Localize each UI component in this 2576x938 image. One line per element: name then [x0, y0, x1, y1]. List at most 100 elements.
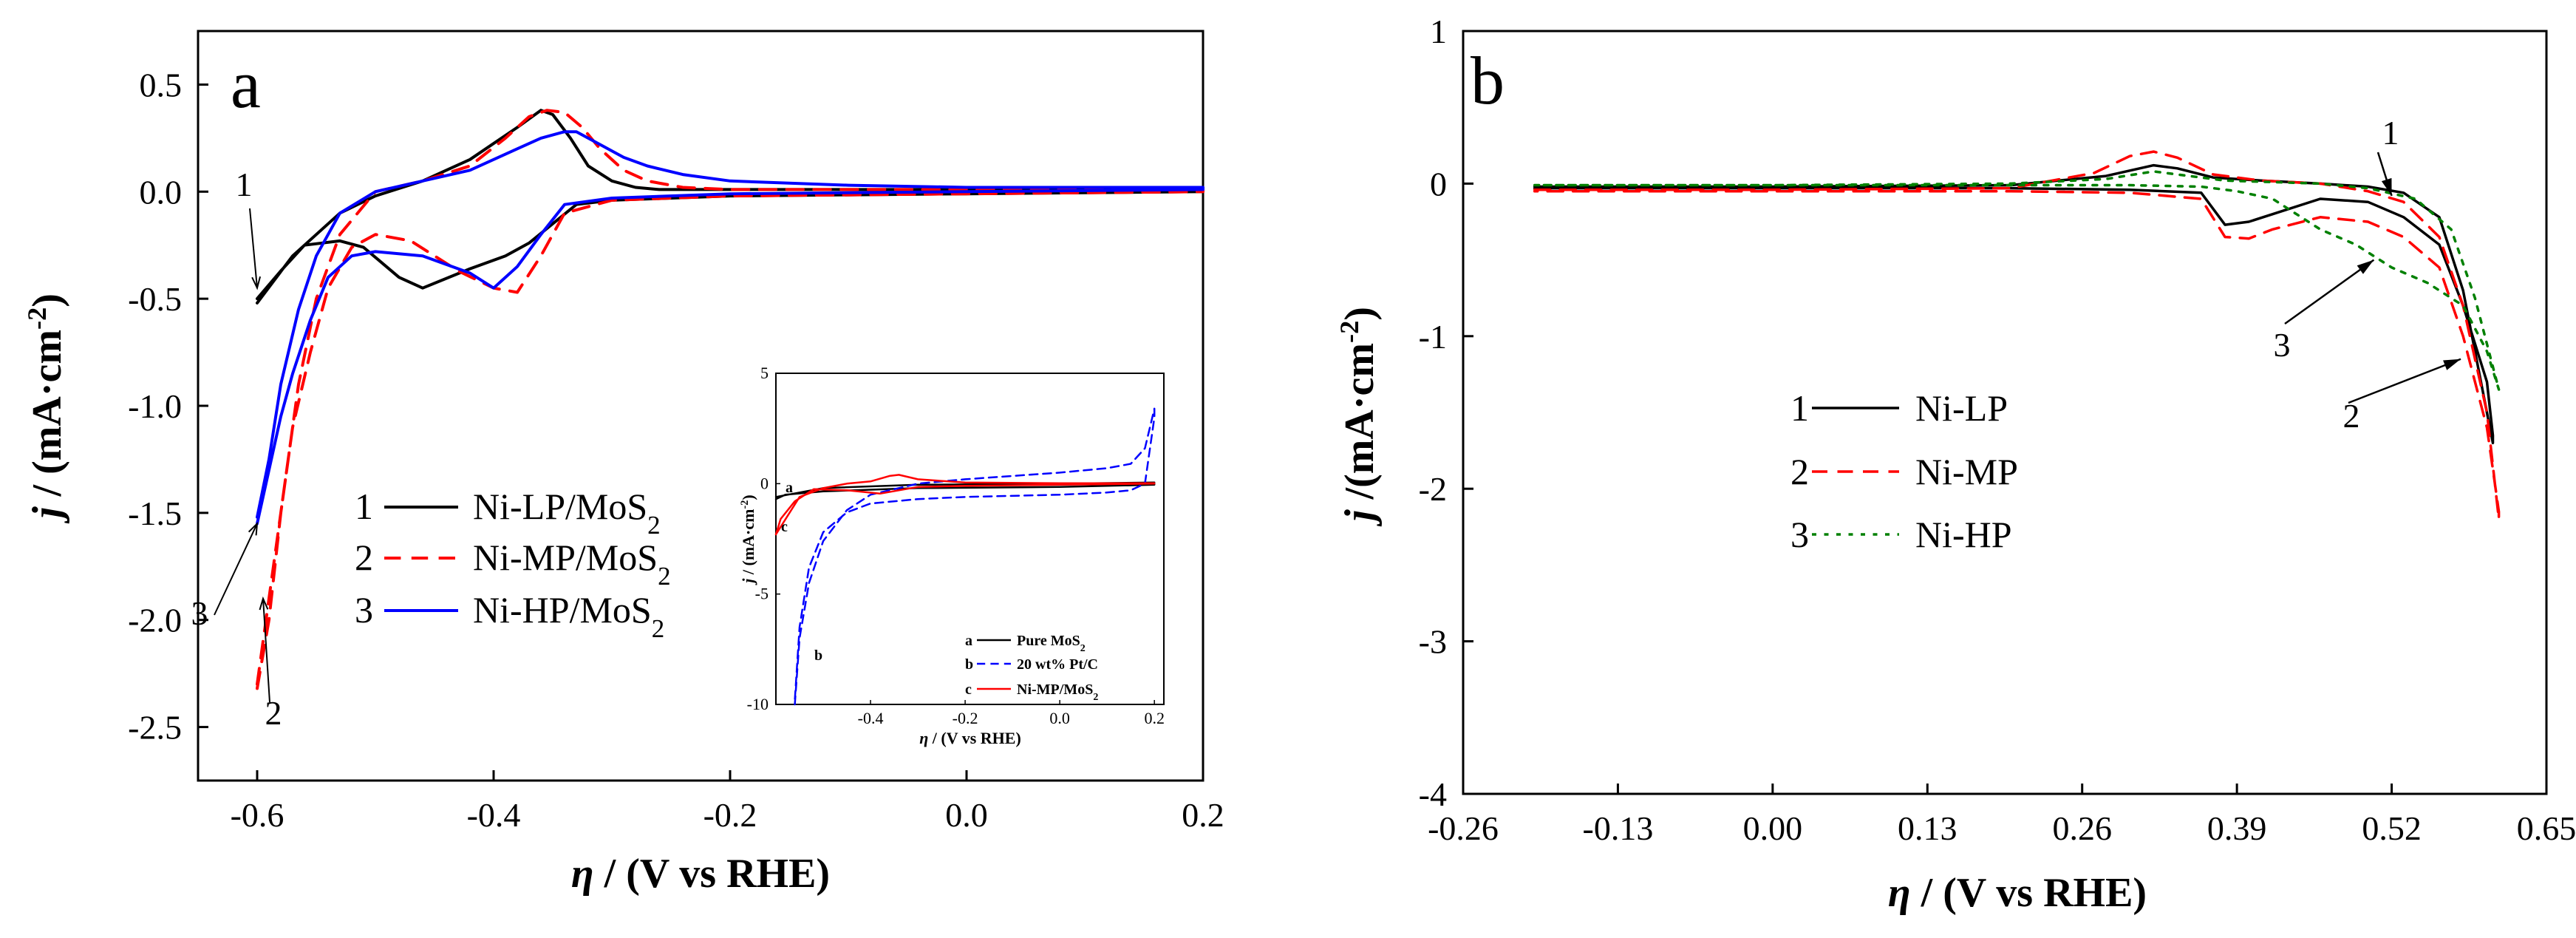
x-tick-label: 0.39	[2207, 809, 2267, 847]
legend-number: 1	[1790, 387, 1809, 429]
panel-b-y-axis-title: j /(mA·cm-2)	[1335, 307, 1383, 527]
inset-legend-letter: a	[965, 633, 972, 649]
legend-label: Ni-HP/MoS2	[473, 589, 664, 643]
legend-label: Ni-MP/MoS2	[473, 537, 671, 591]
annotation-arrowhead	[259, 596, 269, 611]
y-tick-label: -3	[1419, 623, 1447, 661]
y-tick-label: -1	[1419, 318, 1447, 356]
panel-b-y-ticks: 1 0 -1 -2 -3 -4	[1419, 13, 1473, 813]
panel-b-x-axis-title: η / (V vs RHE)	[1888, 870, 2147, 916]
series-line-ni-mp	[1533, 150, 2501, 521]
x-tick-label: -0.4	[467, 796, 521, 834]
x-tick-label: 0.2	[1182, 796, 1224, 834]
legend-number: 2	[355, 537, 373, 578]
panel-a-series	[256, 109, 1204, 690]
inset-x-axis-title: η / (V vs RHE)	[919, 729, 1021, 747]
annotation-label: 1	[2382, 114, 2399, 152]
y-tick-label: 1	[1430, 13, 1447, 50]
y-tick-label: -2.0	[128, 602, 182, 639]
panel-a-x-ticks: -0.6 -0.4 -0.2 0.0 0.2	[231, 770, 1224, 834]
series-line-ni-lp	[1533, 163, 2495, 445]
series-line-ni-lp-mos	[256, 109, 1204, 305]
y-tick-label: 0	[1430, 165, 1447, 203]
legend-number: 2	[1790, 451, 1809, 492]
x-tick-label: 0.13	[1898, 809, 1957, 847]
panel-a: a -0.6 -0.4 -0.2 0.0 0.2 0.5 0.0 -0.5 -1.0 -1.5 -…	[22, 30, 1224, 897]
annotation-label: 2	[265, 694, 282, 732]
panel-a-legend: 1 Ni-LP/MoS2 2 Ni-MP/MoS2 3 Ni-HP/MoS2	[355, 486, 671, 643]
x-tick-label: -0.2	[703, 796, 757, 834]
panel-a-y-ticks: 0.5 0.0 -0.5 -1.0 -1.5 -2.0 -2.5	[128, 66, 208, 747]
panel-b-frame	[1462, 30, 2548, 795]
y-tick-label: 0	[760, 474, 769, 492]
y-tick-label: 0.0	[140, 173, 183, 211]
y-tick-label: -10	[747, 695, 769, 713]
series-line-ni-hp	[1533, 170, 2501, 391]
annotation-arrowhead	[2381, 177, 2392, 196]
inset-curve-letter: b	[814, 648, 822, 664]
inset-frame	[775, 373, 1165, 705]
y-tick-label: -1.5	[128, 495, 182, 532]
x-tick-label: -0.2	[953, 709, 978, 727]
inset-curve-letter: a	[786, 480, 793, 496]
inset-legend-letter: b	[965, 656, 973, 673]
inset-legend-label: Pure MoS2	[1017, 633, 1086, 654]
y-tick-label: 5	[760, 364, 769, 382]
y-tick-label: -4	[1419, 775, 1447, 813]
legend-label: Ni-HP	[1915, 514, 2012, 555]
panel-b-series	[1533, 150, 2501, 521]
annotation-arrow	[2348, 358, 2461, 404]
panel-a-letter: a	[231, 47, 261, 122]
legend-number: 1	[355, 486, 373, 527]
series-line-20-wt-pt-c	[794, 407, 1156, 706]
panel-a-inset: -0.4 -0.2 0.0 0.2 5 0 -5 -10 η / (V vs RHE) j …	[739, 364, 1165, 747]
y-tick-label: -2	[1419, 470, 1447, 508]
inset-y-ticks: 5 0 -5 -10	[747, 364, 780, 713]
x-tick-label: -0.26	[1428, 809, 1499, 847]
series-line-ni-mp-mos	[774, 474, 1156, 536]
panel-b: b -0.26 -0.13 0.00 0.13 0.26 0.39 0.52 0.65 1 0 -…	[1335, 13, 2576, 916]
panel-b-letter: b	[1471, 43, 1505, 118]
annotation-arrowhead	[2357, 259, 2374, 274]
legend-number: 3	[1790, 514, 1809, 555]
x-tick-label: -0.13	[1583, 809, 1654, 847]
annotation-arrow	[214, 523, 258, 616]
y-tick-label: -1.0	[128, 387, 182, 425]
x-tick-label: 0.65	[2517, 809, 2576, 847]
annotation-arrow	[262, 598, 270, 703]
y-tick-label: -0.5	[128, 280, 182, 318]
annotation-arrow	[249, 208, 258, 288]
legend-number: 3	[355, 589, 373, 631]
inset-legend-label: Ni-MP/MoS2	[1017, 682, 1098, 703]
legend-label: Ni-LP	[1915, 387, 2008, 429]
annotation-label: 2	[2343, 397, 2360, 435]
panel-b-legend: 1 Ni-LP 2 Ni-MP 3 Ni-HP	[1790, 387, 2018, 555]
inset-legend-letter: c	[965, 682, 972, 698]
x-tick-label: -0.6	[231, 796, 284, 834]
inset-y-axis-title: j / (mA·cm-2)	[739, 495, 757, 585]
y-tick-label: 0.5	[140, 66, 183, 103]
x-tick-label: 0.52	[2362, 809, 2422, 847]
annotation-label: 3	[191, 594, 208, 632]
annotation-label: 1	[236, 166, 253, 203]
panel-a-x-axis-title: η / (V vs RHE)	[571, 851, 830, 897]
x-tick-label: 0.00	[1743, 809, 1803, 847]
inset-x-ticks: -0.4 -0.2 0.0 0.2	[858, 700, 1165, 727]
series-line-ni-hp-mos	[256, 130, 1204, 526]
y-tick-label: -2.5	[128, 709, 182, 747]
legend-label: Ni-LP/MoS2	[473, 486, 661, 540]
annotation-arrowhead	[251, 276, 262, 290]
panel-a-annotations: 1 2 3	[191, 166, 282, 732]
inset-legend-label: 20 wt% Pt/C	[1017, 656, 1098, 673]
y-tick-label: -5	[755, 585, 769, 603]
panel-b-x-ticks: -0.26 -0.13 0.00 0.13 0.26 0.39 0.52 0.65	[1428, 784, 2576, 847]
x-tick-label: 0.26	[2052, 809, 2112, 847]
inset-series	[774, 407, 1156, 706]
x-tick-label: 0.0	[945, 796, 988, 834]
panel-a-y-axis-title: j / (mA·cm-2)	[22, 293, 70, 524]
legend-label: Ni-MP	[1915, 451, 2018, 492]
annotation-arrowhead	[248, 521, 259, 536]
